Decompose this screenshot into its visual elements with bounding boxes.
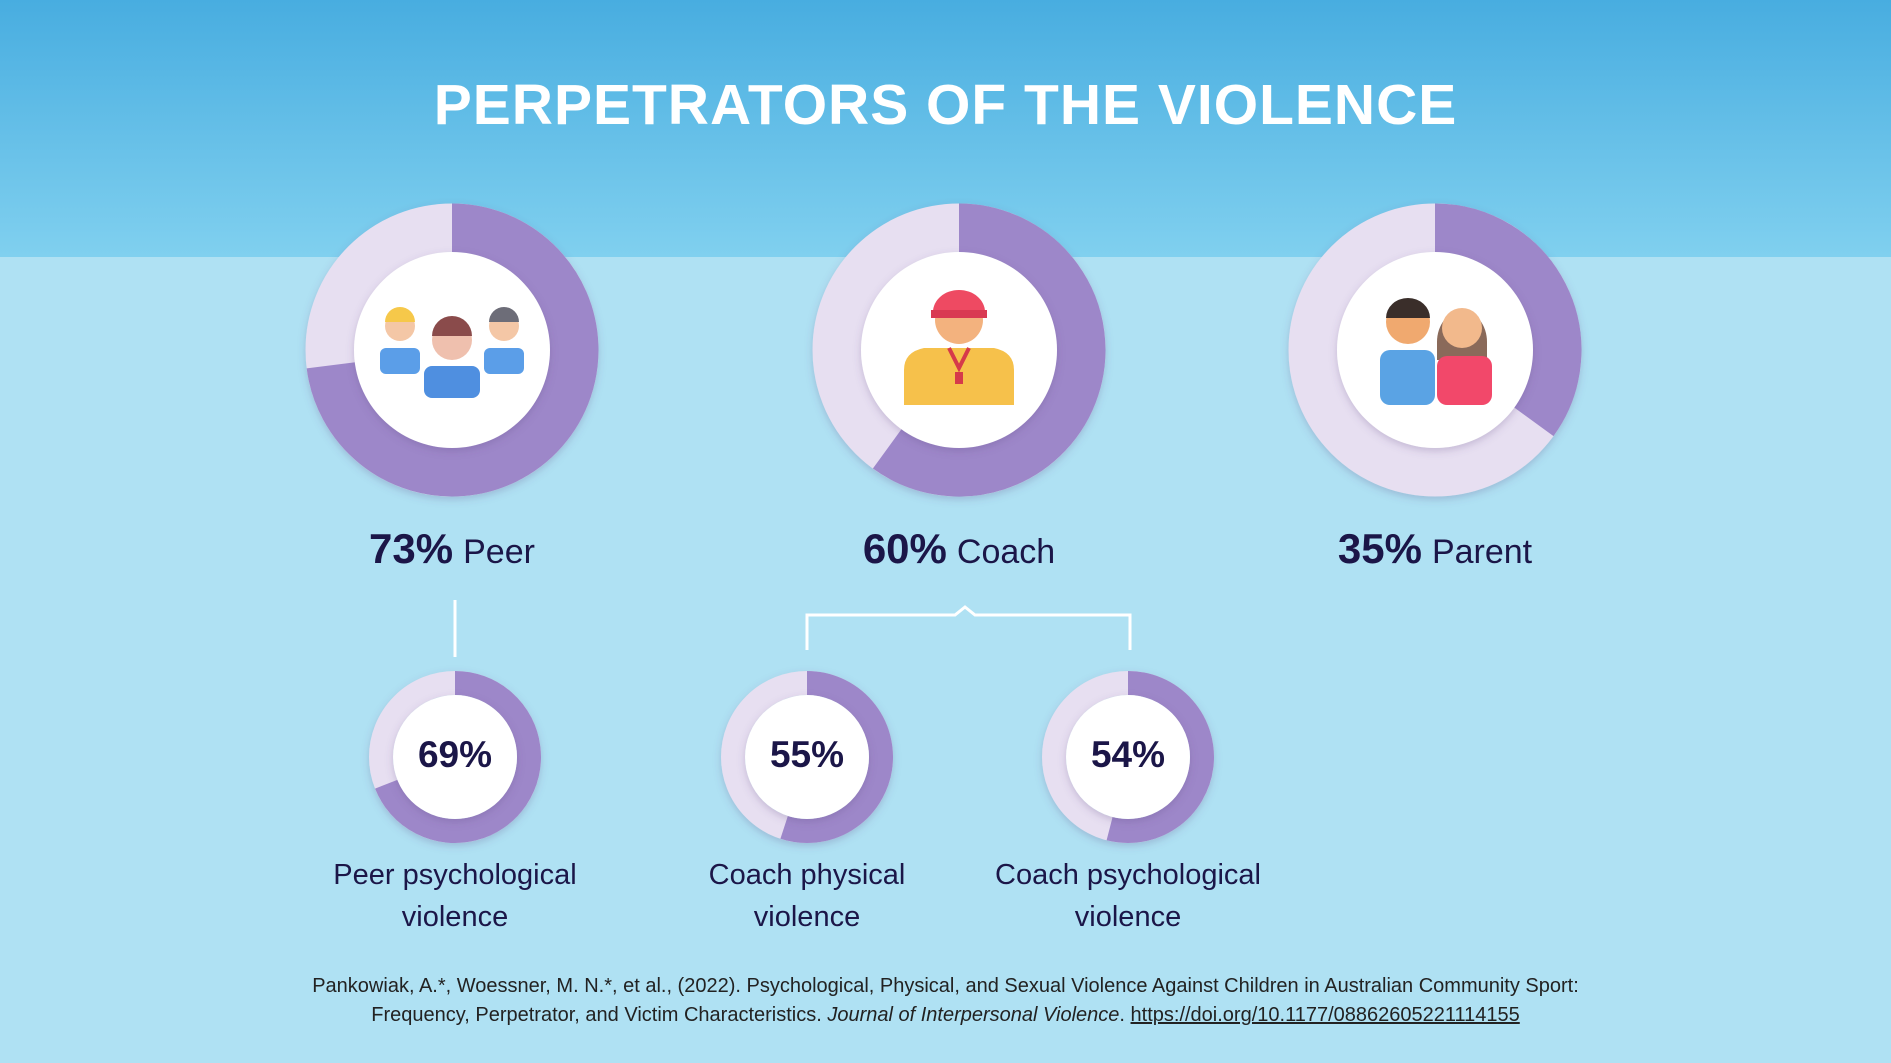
donut-label: 35% Parent <box>1235 525 1635 573</box>
donut-center <box>393 695 517 819</box>
title: PERPETRATORS OF THE VIOLENCE <box>433 73 1458 137</box>
bracket <box>805 605 1132 650</box>
donut-center <box>1066 695 1190 819</box>
value-label: 54% <box>1090 734 1166 775</box>
category-label: Coach psychological violence <box>995 859 1261 933</box>
donut-arc <box>1434 203 1582 437</box>
value-label: 73% <box>369 525 454 572</box>
donut-center <box>1337 252 1533 448</box>
donut-label: 73% Peer <box>252 525 652 573</box>
category-label: Coach <box>956 533 1056 571</box>
donut-arc <box>872 203 1106 497</box>
citation-text: Pankowiak, A.*, Woessner, M. N.*, et al.… <box>312 975 1579 1026</box>
value-label: 55% <box>769 734 845 775</box>
donut-arc <box>306 203 599 497</box>
value-label: 35% <box>1337 525 1422 572</box>
citation: Pankowiak, A.*, Woessner, M. N.*, et al.… <box>270 972 1621 1030</box>
citation-punct: . <box>1119 1004 1125 1026</box>
donut-arc <box>375 671 541 843</box>
category-label: Peer psychological violence <box>333 859 577 933</box>
donut-arc <box>1106 671 1214 843</box>
donut-center <box>745 695 869 819</box>
category-label: Coach physical violence <box>708 859 906 933</box>
icons <box>380 290 1492 405</box>
donut-arc <box>780 671 893 843</box>
category-label: Peer <box>463 533 535 571</box>
journal: Journal of Interpersonal Violence <box>827 1004 1120 1026</box>
category-label: Parent <box>1431 533 1533 571</box>
value-label: 60% <box>862 525 947 572</box>
value-label: 69% <box>417 734 493 775</box>
donut-label: 60% Coach <box>759 525 1159 573</box>
doi-link[interactable]: https://doi.org/10.1177/0886260522111415… <box>1130 1004 1520 1026</box>
